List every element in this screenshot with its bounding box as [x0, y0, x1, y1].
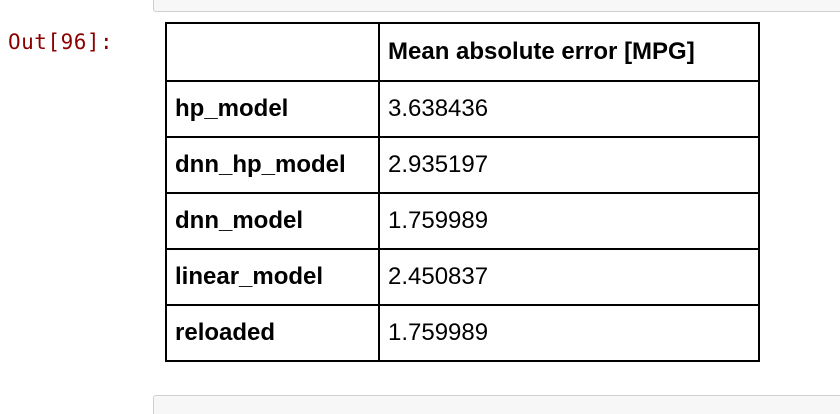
table-row: dnn_hp_model 2.935197: [165, 136, 760, 194]
row-value: 2.450837: [378, 248, 760, 306]
table-header-row: Mean absolute error [MPG]: [165, 22, 760, 82]
row-index-label: linear_model: [165, 248, 380, 306]
index-header: [165, 22, 380, 82]
column-header-mae: Mean absolute error [MPG]: [378, 22, 760, 82]
next-cell-input[interactable]: [153, 395, 840, 414]
table-row: dnn_model 1.759989: [165, 192, 760, 250]
row-value: 2.935197: [378, 136, 760, 194]
row-index-label: dnn_model: [165, 192, 380, 250]
table-row: hp_model 3.638436: [165, 80, 760, 138]
table-row: reloaded 1.759989: [165, 304, 760, 362]
row-value: 1.759989: [378, 192, 760, 250]
row-index-label: reloaded: [165, 304, 380, 362]
row-index-label: hp_model: [165, 80, 380, 138]
table-row: linear_model 2.450837: [165, 248, 760, 306]
output-prompt: Out[96]:: [8, 30, 114, 54]
row-value: 3.638436: [378, 80, 760, 138]
dataframe-table: Mean absolute error [MPG] hp_model 3.638…: [165, 22, 760, 362]
row-index-label: dnn_hp_model: [165, 136, 380, 194]
previous-cell-input[interactable]: [153, 0, 840, 12]
row-value: 1.759989: [378, 304, 760, 362]
